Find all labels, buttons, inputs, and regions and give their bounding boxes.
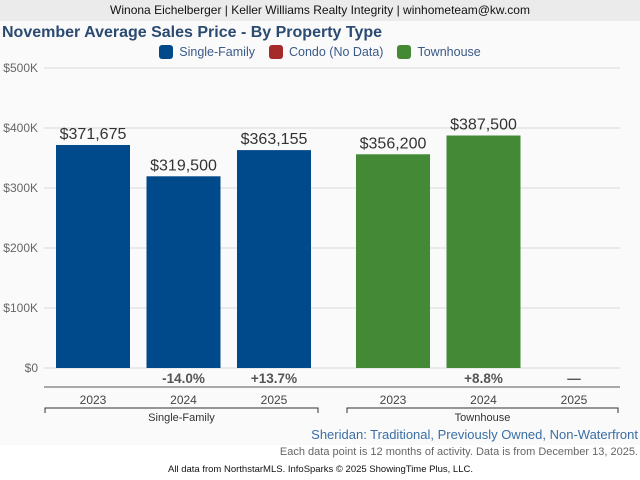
chart-legend: Single-Family Condo (No Data) Townhouse: [0, 45, 640, 59]
y-tick-label: $200K: [3, 241, 38, 255]
y-tick-label: $100K: [3, 301, 38, 315]
group-label: Single-Family: [148, 412, 215, 424]
group-bracket: [44, 407, 319, 413]
bar: [237, 150, 311, 368]
bar-value-label: $371,675: [60, 126, 127, 143]
legend-item-condo[interactable]: Condo (No Data): [268, 45, 384, 59]
legend-label: Condo (No Data): [288, 45, 384, 59]
x-tick-label: 2024: [170, 393, 197, 407]
legend-swatch: [159, 45, 174, 59]
change-label: +13.7%: [251, 371, 297, 386]
x-tick-label: 2025: [261, 393, 288, 407]
bar: [56, 144, 130, 368]
y-tick-label: $500K: [3, 61, 38, 75]
agent-header: Winona Eichelberger | Keller Williams Re…: [0, 0, 640, 21]
change-label: —: [567, 371, 581, 386]
bar: [146, 176, 221, 368]
x-tick-label: 2024: [470, 393, 497, 407]
group-label: Townhouse: [455, 412, 511, 424]
data-credits: All data from NorthstarMLS. InfoSparks ©…: [168, 464, 473, 475]
y-tick-label: $300K: [3, 181, 38, 195]
bar-value-label: $356,200: [360, 135, 427, 152]
bar-chart: $0 $100K $200K $300K $400K $500K $371,675 2023 $…: [3, 61, 620, 424]
bar-value-label: $387,500: [450, 117, 517, 134]
bar: [356, 154, 430, 368]
group-bracket: [346, 407, 619, 413]
chart-title: November Average Sales Price - By Proper…: [2, 24, 383, 41]
x-tick-label: 2023: [80, 393, 107, 407]
change-label: +8.8%: [464, 371, 503, 386]
x-tick-label: 2025: [561, 393, 588, 407]
bar-value-label: $363,155: [241, 131, 308, 148]
chart-subtitle: Sheridan: Traditional, Previously Owned,…: [311, 427, 638, 442]
x-tick-label: 2023: [380, 393, 407, 407]
legend-swatch: [268, 45, 283, 59]
y-tick-label: $400K: [3, 121, 38, 135]
legend-item-single-family[interactable]: Single-Family: [159, 45, 255, 59]
legend-label: Townhouse: [417, 45, 481, 59]
bar: [446, 135, 521, 368]
change-label: -14.0%: [162, 371, 205, 386]
y-tick-label: $0: [25, 361, 39, 375]
legend-label: Single-Family: [179, 45, 255, 59]
bar-value-label: $319,500: [150, 157, 217, 174]
legend-item-townhouse[interactable]: Townhouse: [397, 45, 481, 59]
legend-swatch: [397, 45, 412, 59]
data-note: Each data point is 12 months of activity…: [279, 446, 638, 458]
